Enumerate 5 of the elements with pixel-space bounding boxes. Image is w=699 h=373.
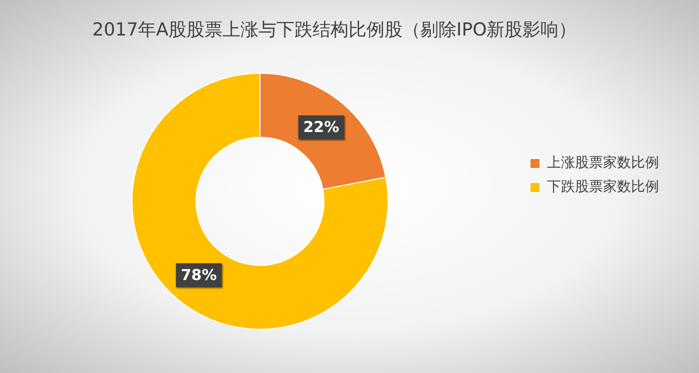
legend-label: 下跌股票家数比例 [547,179,659,196]
data-label: 22% [303,118,340,136]
data-label: 78% [180,266,217,284]
chart-title: 2017年A股股票上涨与下跌结构比例股（剔除IPO新股影响） [92,19,577,40]
legend-label: 上涨股票家数比例 [547,155,659,172]
